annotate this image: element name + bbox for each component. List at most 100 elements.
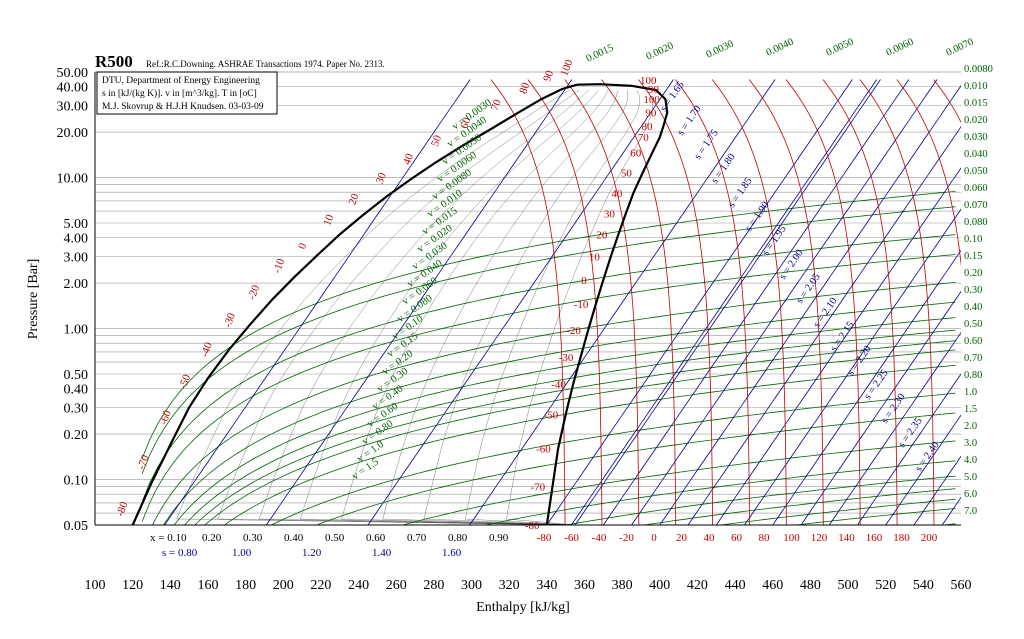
temperature-label-vapor: 40 bbox=[611, 188, 623, 200]
isentrope-line-vapor bbox=[885, 414, 961, 525]
y-tick-label: 0.20 bbox=[64, 428, 89, 443]
specific-volume-right-label: 1.5 bbox=[964, 404, 977, 415]
isotherm-line bbox=[564, 79, 640, 525]
temperature-label-liquid: -70 bbox=[135, 453, 151, 471]
entropy-vapor-label: s = 1.75 bbox=[692, 128, 720, 162]
x-tick-label: 120 bbox=[122, 578, 143, 593]
specific-volume-top-label: 0.0070 bbox=[945, 37, 976, 59]
specific-volume-right-label: 0.80 bbox=[964, 370, 982, 381]
specific-volume-right-label: 0.080 bbox=[964, 217, 988, 228]
entropy-bottom-label: s = 0.80 bbox=[162, 547, 198, 559]
temperature-label-liquid: -20 bbox=[246, 283, 262, 301]
y-tick-label: 20.00 bbox=[57, 126, 89, 141]
isochore-line bbox=[792, 508, 956, 525]
isentrope-line-liquid bbox=[265, 79, 573, 525]
isentrope-line-liquid bbox=[469, 79, 776, 525]
superheat-temperature-tick: 80 bbox=[759, 532, 771, 544]
entropy-vapor-label: s = 2.15 bbox=[828, 320, 856, 354]
specific-volume-right-label: 0.070 bbox=[964, 200, 988, 211]
specific-volume-right-label: 0.030 bbox=[964, 132, 988, 143]
isochore-line bbox=[641, 488, 956, 525]
isotherm-line bbox=[490, 79, 566, 525]
isochore-line bbox=[223, 364, 956, 525]
y-tick-label: 3.00 bbox=[64, 250, 89, 265]
isentrope-line-vapor bbox=[602, 79, 910, 525]
superheat-temperature-tick: 60 bbox=[731, 532, 743, 544]
superheat-temperature-tick: 120 bbox=[811, 532, 828, 544]
specific-volume-right-label: 7.0 bbox=[964, 506, 977, 517]
temperature-label-vapor: -70 bbox=[530, 481, 545, 493]
isochore-line bbox=[141, 254, 956, 522]
quality-label: 0.80 bbox=[448, 532, 468, 544]
specific-volume-right-label: 0.060 bbox=[964, 183, 988, 194]
temperature-label-vapor: 30 bbox=[604, 208, 616, 220]
quality-label: 0.60 bbox=[366, 532, 386, 544]
property-lines-layer bbox=[141, 79, 1024, 526]
temperature-label-vapor: 100 bbox=[643, 94, 660, 106]
isochore-line bbox=[184, 329, 956, 525]
temperature-label-vapor: 70 bbox=[638, 132, 650, 144]
x-tick-label: 200 bbox=[273, 578, 294, 593]
specific-volume-right-label: 0.50 bbox=[964, 319, 982, 330]
y-tick-label: 0.50 bbox=[64, 368, 89, 383]
specific-volume-top-label: 0.0040 bbox=[765, 37, 796, 59]
temperature-label-vapor: 90 bbox=[645, 107, 657, 119]
temperature-label-liquid: -60 bbox=[157, 408, 173, 426]
isotherm-line bbox=[896, 79, 961, 267]
temperature-label-vapor: -10 bbox=[574, 299, 589, 311]
superheat-temperature-tick: -80 bbox=[537, 532, 552, 544]
temperature-label-vapor: 50 bbox=[621, 167, 633, 179]
isentrope-line-vapor bbox=[800, 290, 961, 525]
specific-volume-right-label: 0.15 bbox=[964, 251, 982, 262]
temperature-label-vapor: 10 bbox=[589, 251, 601, 263]
y-tick-label: 1.00 bbox=[64, 323, 89, 338]
x-tick-label: 160 bbox=[197, 578, 218, 593]
specific-volume-right-label: 0.60 bbox=[964, 336, 982, 347]
temperature-label-liquid: -40 bbox=[199, 340, 215, 358]
temperature-label-liquid: -30 bbox=[222, 311, 238, 329]
temperature-label-vapor: 80 bbox=[642, 121, 654, 133]
x-axis-label: Enthalpy [kJ/kg] bbox=[476, 600, 570, 615]
entropy-vapor-label: s = 2.05 bbox=[794, 272, 822, 306]
isochore-line bbox=[141, 234, 956, 502]
x-tick-label: 440 bbox=[725, 578, 746, 593]
y-tick-label: 0.30 bbox=[64, 401, 89, 416]
info-line-authors: M.J. Skovrup & H.J.H Knudsen. 03-03-09 bbox=[102, 102, 264, 112]
isochore-line bbox=[173, 317, 956, 525]
x-tick-label: 320 bbox=[499, 578, 520, 593]
temperature-label-vapor: -40 bbox=[551, 379, 566, 391]
isentrope-line-vapor bbox=[828, 332, 961, 525]
x-tick-label: 380 bbox=[612, 578, 633, 593]
isentrope-line-vapor bbox=[857, 373, 961, 525]
isochore-line bbox=[141, 206, 956, 475]
x-tick-label: 480 bbox=[800, 578, 821, 593]
specific-volume-right-label: 1.0 bbox=[964, 387, 977, 398]
superheat-temperature-tick: 40 bbox=[704, 532, 716, 544]
entropy-vapor-label: s = 1.85 bbox=[726, 176, 754, 210]
specific-volume-right-label: 2.0 bbox=[964, 421, 977, 432]
superheat-temperature-tick: -60 bbox=[564, 532, 579, 544]
isochore-line bbox=[152, 282, 956, 525]
isochore-line bbox=[163, 301, 956, 525]
y-axis-label: Pressure [Bar] bbox=[26, 259, 41, 339]
isotherm-line bbox=[822, 79, 898, 525]
axes-layer: 0.050.100.200.300.400.501.002.003.004.00… bbox=[57, 66, 972, 593]
chart-title: R500 bbox=[95, 52, 133, 71]
temperature-label-liquid: 20 bbox=[347, 192, 362, 207]
superheat-temperature-tick: 140 bbox=[838, 532, 855, 544]
superheat-temperature-tick: -20 bbox=[619, 532, 634, 544]
specific-volume-right-label: 0.40 bbox=[964, 302, 982, 313]
x-tick-label: 340 bbox=[536, 578, 557, 593]
specific-volume-top-label: 0.0030 bbox=[705, 39, 736, 61]
y-tick-label: 0.40 bbox=[64, 383, 89, 398]
isotherm-line bbox=[1007, 80, 1024, 526]
specific-volume-right-label: 0.20 bbox=[964, 268, 982, 279]
isentrope-line-vapor bbox=[715, 167, 961, 525]
specific-volume-right-label: 0.10 bbox=[964, 234, 982, 245]
superheat-temperature-tick: 20 bbox=[676, 532, 688, 544]
temperature-label-liquid: -50 bbox=[177, 372, 193, 390]
superheat-temperature-tick: 180 bbox=[893, 532, 910, 544]
quality-label: 0.90 bbox=[489, 532, 509, 544]
isentrope-line-vapor bbox=[772, 249, 961, 525]
